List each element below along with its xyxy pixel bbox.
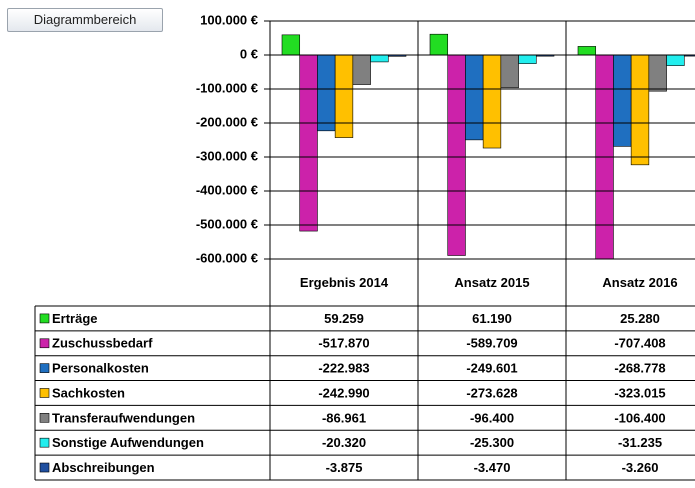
y-tick-label: -300.000 €	[196, 148, 258, 163]
bar	[299, 54, 318, 232]
value-label: -106.400	[614, 410, 665, 425]
y-tick-label: -400.000 €	[196, 182, 258, 197]
value-label: -517.870	[318, 336, 369, 351]
category-label: Ansatz 2015	[454, 274, 530, 290]
bar	[666, 54, 685, 66]
value-label: -707.408	[614, 336, 665, 351]
category-label: Ergebnis 2014	[299, 274, 389, 290]
legend-key	[39, 462, 50, 473]
value-label: -3.875	[326, 460, 363, 475]
value-label: -273.628	[466, 385, 517, 400]
bar	[281, 34, 301, 56]
value-label: -222.983	[318, 361, 369, 376]
legend-label: Personalkosten	[52, 361, 149, 376]
y-tick-label: 100.000 €	[200, 12, 258, 27]
value-label: -86.961	[322, 410, 366, 425]
value-label: 25.280	[620, 311, 660, 326]
value-label: 59.259	[324, 311, 364, 326]
value-label: -25.300	[470, 435, 514, 450]
legend-label: Erträge	[52, 311, 98, 326]
bar	[577, 46, 597, 56]
legend-key	[39, 413, 50, 423]
bar	[630, 54, 650, 166]
y-tick-label: -200.000 €	[196, 114, 258, 129]
bar	[500, 54, 519, 89]
legend-key	[39, 388, 50, 398]
bar	[317, 54, 336, 132]
legend-label: Sonstige Aufwendungen	[52, 435, 204, 450]
y-tick-label: -600.000 €	[196, 250, 258, 265]
bar	[465, 54, 484, 141]
value-label: -3.260	[622, 460, 659, 475]
bar	[370, 54, 389, 63]
bar	[429, 33, 449, 56]
bar	[613, 54, 632, 147]
legend-label: Zuschussbedarf	[52, 336, 153, 351]
value-label: -96.400	[470, 410, 514, 425]
value-label: -249.601	[466, 361, 517, 376]
value-label: -589.709	[466, 336, 517, 351]
value-label: -323.015	[614, 385, 665, 400]
legend-label: Transferaufwendungen	[52, 410, 195, 425]
y-tick-label: -500.000 €	[196, 216, 258, 231]
y-tick-label: 0 €	[240, 46, 258, 61]
category-label: Ansatz 2016	[602, 274, 678, 290]
legend-key	[39, 363, 50, 373]
bar	[518, 54, 537, 64]
y-tick-label: -100.000 €	[196, 80, 258, 95]
bar	[482, 54, 502, 149]
bar	[334, 54, 354, 138]
value-label: 61.190	[472, 311, 512, 326]
value-label: -242.990	[318, 385, 369, 400]
value-label: -268.778	[614, 361, 665, 376]
category-header: Ansatz 2016	[566, 259, 695, 306]
bar	[352, 54, 371, 85]
legend-label: Abschreibungen	[52, 460, 155, 475]
category-header: Ansatz 2015	[418, 259, 566, 306]
bar	[648, 54, 667, 92]
legend-key	[39, 437, 50, 448]
value-label: -3.470	[474, 460, 511, 475]
legend-label: Sachkosten	[52, 385, 125, 400]
category-header: Ergebnis 2014	[270, 259, 418, 306]
value-label: -20.320	[322, 435, 366, 450]
bars	[281, 33, 695, 259]
tooltip: Diagrammbereich	[7, 8, 163, 32]
legend-key	[39, 313, 50, 324]
value-label: -31.235	[618, 435, 662, 450]
legend-key	[39, 338, 50, 349]
